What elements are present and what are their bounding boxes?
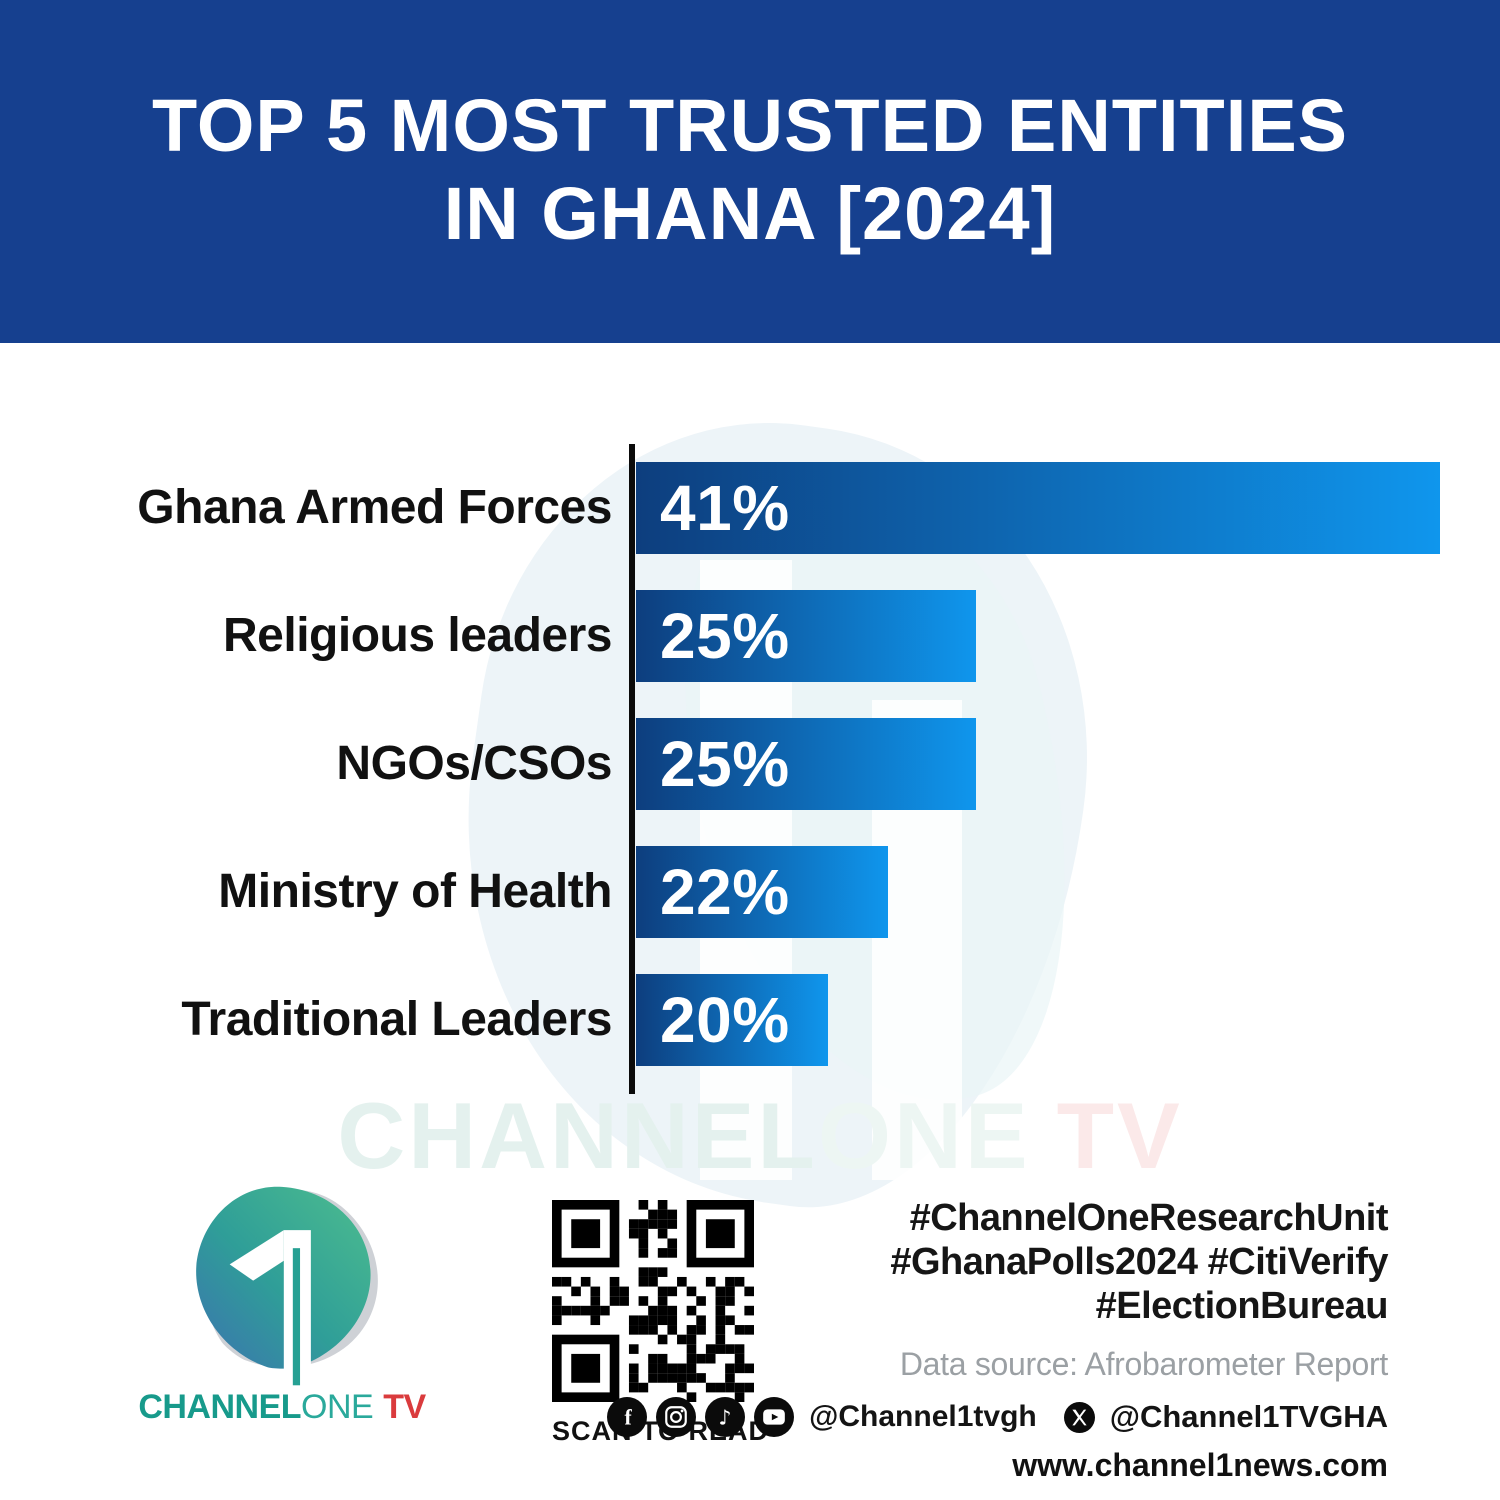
hashtag-line: #GhanaPolls2024 #CitiVerify <box>890 1241 1388 1283</box>
x-twitter-icon <box>1063 1401 1095 1433</box>
chart-axis <box>629 444 635 1094</box>
website-url: www.channel1news.com <box>1012 1447 1388 1483</box>
category-label: Ghana Armed Forces <box>137 481 612 534</box>
social-handle-main: @Channel1tvgh <box>809 1400 1037 1433</box>
watermark-brand-text: CHANNEL ONE TV <box>20 1082 1500 1190</box>
bar-value-label: 41% <box>660 472 790 544</box>
bar-value-label: 25% <box>660 728 790 800</box>
logo-teal-blob <box>196 1186 371 1369</box>
watermark-tv: TV <box>1056 1083 1183 1188</box>
bar-row: NGOs/CSOs 25% <box>0 718 1500 810</box>
bar-ngos-csos: 25% <box>636 718 976 810</box>
tiktok-icon: ♪ <box>705 1397 746 1437</box>
bar-value-label: 25% <box>660 600 790 672</box>
title-line-2: IN GHANA [2024] <box>443 172 1057 255</box>
category-label: Ministry of Health <box>218 865 612 918</box>
footer-info: #ChannelOneResearchUnit #GhanaPolls2024 … <box>607 1196 1389 1484</box>
svg-text:f: f <box>625 1406 633 1430</box>
page-title: TOP 5 MOST TRUSTED ENTITIES IN GHANA [20… <box>0 0 1500 258</box>
qr-code <box>552 1200 754 1402</box>
brand-wordmark: CHANNELONE TV <box>132 1388 432 1427</box>
svg-text:♪: ♪ <box>719 1406 732 1430</box>
bar-row: Traditional Leaders 20% <box>0 974 1500 1066</box>
bar-religious-leaders: 25% <box>636 590 976 682</box>
social-row: f ♪ @Channel1tvgh @Channel1TVGHA <box>607 1397 1388 1437</box>
youtube-icon <box>754 1397 795 1437</box>
category-label: Religious leaders <box>223 609 612 662</box>
instagram-icon <box>656 1397 697 1437</box>
bar-value-label: 22% <box>660 856 790 928</box>
social-handle-x: @Channel1TVGHA <box>1109 1399 1388 1434</box>
category-label: Traditional Leaders <box>181 993 612 1046</box>
facebook-icon: f <box>607 1397 648 1437</box>
header-banner: TOP 5 MOST TRUSTED ENTITIES IN GHANA [20… <box>0 0 1500 343</box>
bar-ghana-armed-forces: 41% <box>636 462 1440 554</box>
bar-value-label: 20% <box>660 984 790 1056</box>
logo-numeral-one <box>229 1230 311 1386</box>
qr-block: SCAN TO READ <box>552 1200 768 1447</box>
brand-channel: CHANNEL <box>138 1388 302 1426</box>
hashtags: #ChannelOneResearchUnit #GhanaPolls2024 … <box>748 1196 1388 1328</box>
bar-row: Ministry of Health 22% <box>0 846 1500 938</box>
brand-tv: TV <box>383 1388 426 1426</box>
bar-row: Ghana Armed Forces 41% <box>0 462 1500 554</box>
brand-one: ONE <box>301 1388 374 1426</box>
bar-ministry-of-health: 22% <box>636 846 888 938</box>
hashtag-line: #ElectionBureau <box>1095 1285 1389 1327</box>
data-source: Data source: Afrobarometer Report <box>899 1346 1388 1382</box>
bar-traditional-leaders: 20% <box>636 974 828 1066</box>
hashtag-line: #ChannelOneResearchUnit <box>909 1197 1389 1239</box>
channel-one-logo: CHANNELONE TV <box>132 1176 432 1427</box>
category-label: NGOs/CSOs <box>336 737 612 790</box>
watermark-one: ONE <box>817 1083 1031 1188</box>
title-line-1: TOP 5 MOST TRUSTED ENTITIES <box>151 84 1349 167</box>
bar-row: Religious leaders 25% <box>0 590 1500 682</box>
watermark-channel: CHANNEL <box>337 1083 818 1188</box>
channel-one-logo-mark <box>196 1186 378 1386</box>
